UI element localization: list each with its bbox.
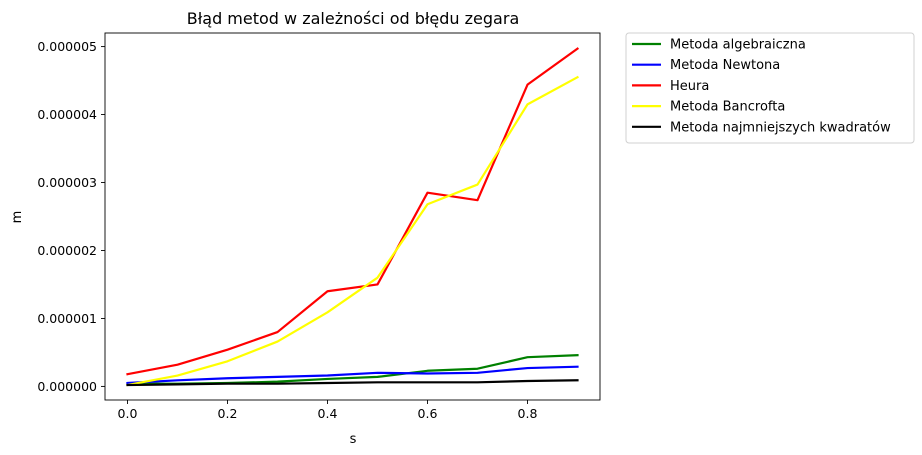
legend-frame [625,32,915,144]
series-line-2 [126,47,580,376]
x-axis-label: s [350,432,357,447]
x-tick-label: 0.2 [218,406,238,421]
series-line-1 [126,365,579,385]
legend-label-2: Heura [670,79,709,94]
legend-label-0: Metoda algebraiczna [670,38,806,53]
x-tick-label: 0.6 [418,406,438,421]
chart-title: Błąd metod w zależności od błędu zegara [187,9,520,28]
y-tick-label: 0.000004 [37,107,97,122]
axes-frame [104,32,601,401]
y-tick-label: 0.000001 [37,311,97,326]
legend-label-3: Metoda Bancrofta [670,100,785,115]
series-line-3 [126,75,579,387]
legend-label-4: Metoda najmniejszych kwadratów [670,120,891,135]
legend: Metoda algebraiczna Metoda Newtona Heura Me… [625,32,915,144]
y-tick-label: 0.000005 [37,39,97,54]
y-axis-label: m [10,211,25,224]
x-tick-label: 0.0 [118,406,138,421]
y-tick-label: 0.000000 [37,379,97,394]
legend-label-1: Metoda Newtona [670,58,780,73]
x-tick-label: 0.4 [318,406,338,421]
x-tick-label: 0.8 [518,406,538,421]
y-tick-label: 0.000002 [37,243,97,258]
series-line-4 [126,379,579,387]
y-tick-label: 0.000003 [37,175,97,190]
